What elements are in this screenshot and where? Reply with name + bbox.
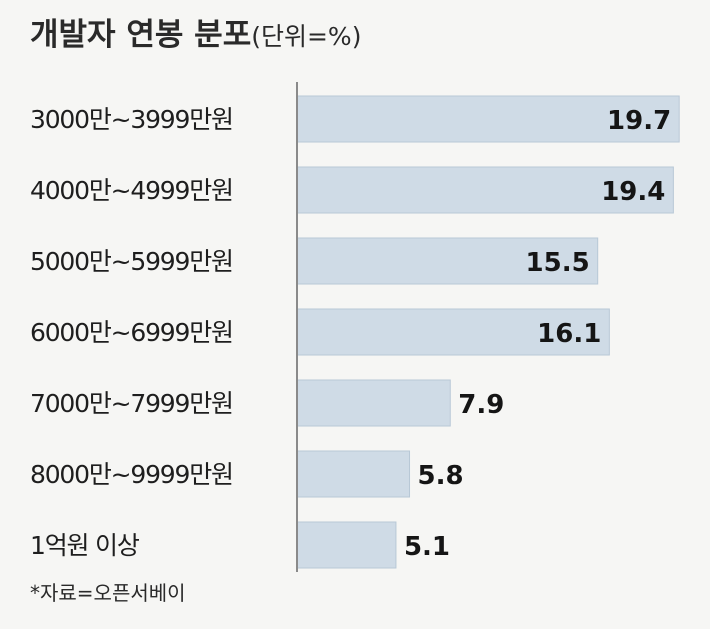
chart-title-unit: (단위=%) [251,22,361,51]
chart-title-main: 개발자 연봉 분포 [30,17,251,53]
chart-title: 개발자 연봉 분포(단위=%) [30,17,361,53]
plot-area: 3000만~3999만원 19.7 4000만~4999만원 19.4 5000만~59… [30,95,680,569]
category-label: 6000만~6999만원 [30,318,233,347]
data-label: 15.5 [526,248,590,278]
data-label: 5.8 [418,461,464,491]
bar [296,379,451,427]
category-label: 4000만~4999만원 [30,176,233,205]
data-label: 7.9 [458,390,504,420]
category-label: 5000만~5999만원 [30,247,233,276]
bar [296,237,599,285]
bar [296,521,397,569]
bar [296,95,680,143]
category-label: 7000만~7999만원 [30,389,233,418]
data-label: 19.7 [607,106,671,136]
category-label: 8000만~9999만원 [30,460,233,489]
data-label: 19.4 [601,177,665,207]
bar [296,450,411,498]
source-note: *자료=오픈서베이 [30,581,186,605]
category-label: 1억원 이상 [30,531,140,560]
data-label: 5.1 [404,532,450,562]
bar [296,308,610,356]
data-label: 16.1 [537,319,601,349]
category-label: 3000만~3999만원 [30,105,233,134]
bar [296,166,674,214]
